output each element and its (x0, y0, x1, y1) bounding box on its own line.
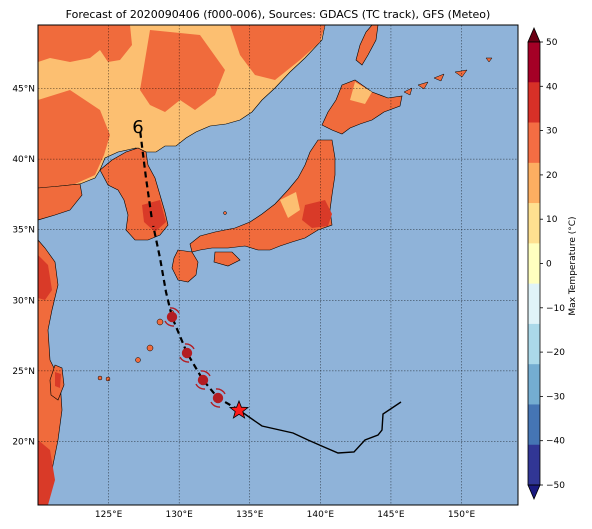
colorbar-segment (528, 364, 540, 405)
lat-tick-label: 20°N (12, 437, 35, 447)
colorbar-segment (528, 444, 540, 486)
colorbar: 50 40 30 20 10 0 −10 −20 −30 −40 −50 Max Temperatu… (527, 26, 578, 501)
tc-symbol-4 (164, 307, 180, 327)
colorbar-tick-label: 0 (546, 260, 552, 270)
tc-track: 6 (132, 117, 402, 454)
colorbar-segment (528, 42, 540, 83)
lon-tick-label: 140°E (307, 510, 335, 520)
land-korea-hot (142, 200, 166, 232)
lat-tick-label: 30°N (12, 296, 35, 306)
tc-symbol-1 (210, 388, 226, 408)
colorbar-tick-label: 20 (546, 171, 558, 181)
colorbar-segment (528, 82, 540, 123)
map-frame (37, 24, 519, 506)
land-kanto-hot (302, 200, 332, 228)
colorbar-tick-label: −20 (546, 348, 565, 358)
land-sakhalin (355, 25, 379, 66)
past-track-line (238, 401, 402, 454)
kuril-islands (403, 57, 493, 96)
colorbar-segment (528, 122, 540, 164)
lon-tick-label: 125°E (95, 510, 123, 520)
colorbar-tick-label: 40 (546, 82, 558, 92)
colorbar-segment (528, 323, 540, 365)
tropical-cyclone-icon (164, 307, 226, 408)
figure-title: Forecast of 2020090406 (f000-006), Sourc… (66, 8, 491, 21)
colorbar-segments (527, 26, 541, 501)
lat-tick-label: 45°N (12, 85, 35, 95)
land-warm-region-northchina (38, 90, 110, 188)
lon-tick-label: 150°E (448, 510, 476, 520)
colorbar-tick-label: −10 (546, 304, 565, 314)
y-axis-ticks: 20°N 25°N 30°N 35°N 40°N 45°N (12, 85, 35, 448)
lat-tick-label: 25°N (12, 367, 35, 377)
graticule (38, 25, 518, 505)
land-honshu (189, 139, 336, 253)
lon-tick-label: 130°E (165, 510, 193, 520)
land-shikoku (213, 251, 241, 267)
colorbar-segment (528, 243, 540, 284)
tc-position-korea (149, 218, 157, 226)
colorbar-tick-label: −50 (546, 481, 565, 491)
land-shandong (38, 183, 83, 221)
colorbar-segment (528, 203, 540, 244)
land-kyushu (171, 249, 199, 283)
colorbar-tick-label: −40 (546, 437, 565, 447)
colorbar-label: Max Temperature (°C) (568, 216, 578, 315)
colorbar-tick-label: −30 (546, 392, 565, 402)
colorbar-tick-label: 30 (546, 127, 558, 137)
lon-tick-label: 145°E (377, 510, 405, 520)
current-position-star (228, 399, 250, 419)
lat-tick-label: 35°N (12, 226, 35, 236)
colorbar-tick-label: 10 (546, 215, 558, 225)
colorbar-segment (528, 283, 540, 325)
lon-tick-label: 135°E (236, 510, 264, 520)
land-warm-region-manchuria (140, 30, 225, 112)
land-hokkaido-cool (350, 82, 372, 104)
land-taiwan-hot (55, 372, 61, 388)
x-axis-ticks: 125°E 130°E 135°E 140°E 145°E 150°E (95, 510, 476, 520)
colorbar-segment (528, 404, 540, 446)
tc-symbol-2 (195, 370, 211, 390)
colorbar-segment (528, 162, 540, 204)
land-china-hot-zone (38, 255, 52, 300)
land-honshu-cool (280, 192, 300, 218)
colorbar-extend-min (527, 484, 541, 501)
forecast-track-line (138, 129, 240, 411)
land-hokkaido (321, 79, 403, 135)
colorbar-ticks: 50 40 30 20 10 0 −10 −20 −30 −40 −50 (540, 38, 565, 491)
colorbar-tick-label: 50 (546, 38, 558, 48)
tc-symbol-3 (179, 343, 195, 363)
land-warm-region-east (230, 25, 325, 80)
land-warm-region-north (38, 25, 132, 62)
forecast-hour-label: 6 (132, 117, 143, 138)
map-area: 6 (38, 25, 518, 505)
lat-tick-label: 40°N (12, 155, 35, 165)
colorbar-extend-max (527, 26, 541, 43)
land-china-hot-zone-2 (38, 440, 55, 505)
